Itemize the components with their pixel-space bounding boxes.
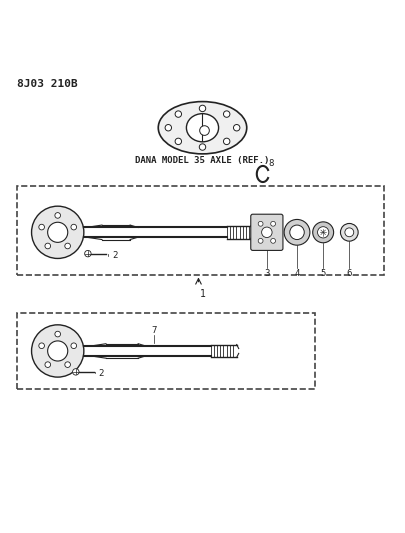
Circle shape xyxy=(345,228,354,237)
Circle shape xyxy=(200,126,209,135)
Text: 6: 6 xyxy=(347,269,352,278)
Text: 8J03 210B: 8J03 210B xyxy=(17,79,78,90)
Circle shape xyxy=(341,223,358,241)
Text: 1: 1 xyxy=(200,289,205,298)
Circle shape xyxy=(55,213,60,218)
Circle shape xyxy=(271,238,275,243)
Circle shape xyxy=(71,224,77,230)
Circle shape xyxy=(65,362,70,367)
FancyBboxPatch shape xyxy=(251,214,283,251)
Circle shape xyxy=(32,325,84,377)
Circle shape xyxy=(45,243,51,249)
Text: 4: 4 xyxy=(294,269,300,278)
Circle shape xyxy=(258,221,263,226)
Circle shape xyxy=(45,362,51,367)
FancyBboxPatch shape xyxy=(17,186,384,274)
Circle shape xyxy=(284,220,310,245)
Text: 2: 2 xyxy=(112,251,117,260)
Circle shape xyxy=(48,222,68,243)
Circle shape xyxy=(258,238,263,243)
Circle shape xyxy=(233,125,240,131)
Text: DANA MODEL 35 AXLE (REF.): DANA MODEL 35 AXLE (REF.) xyxy=(135,156,270,165)
Circle shape xyxy=(175,138,181,144)
Text: 7: 7 xyxy=(151,326,157,335)
Text: 8: 8 xyxy=(269,159,274,168)
Circle shape xyxy=(85,251,91,257)
Ellipse shape xyxy=(158,102,247,154)
Circle shape xyxy=(32,206,84,259)
Circle shape xyxy=(39,343,45,349)
Circle shape xyxy=(65,243,70,249)
Circle shape xyxy=(318,227,329,238)
Text: 2: 2 xyxy=(99,369,104,378)
Circle shape xyxy=(199,105,206,111)
Text: 3: 3 xyxy=(264,269,270,278)
Circle shape xyxy=(55,331,60,337)
Ellipse shape xyxy=(186,114,219,142)
Circle shape xyxy=(224,138,230,144)
Circle shape xyxy=(199,144,206,150)
Circle shape xyxy=(262,227,272,238)
Circle shape xyxy=(224,111,230,117)
FancyBboxPatch shape xyxy=(17,313,315,389)
Circle shape xyxy=(165,125,172,131)
Circle shape xyxy=(71,343,77,349)
Circle shape xyxy=(72,369,79,375)
Circle shape xyxy=(175,111,181,117)
Circle shape xyxy=(39,224,45,230)
Text: 5: 5 xyxy=(320,269,326,278)
Circle shape xyxy=(290,225,304,239)
Circle shape xyxy=(48,341,68,361)
Circle shape xyxy=(313,222,334,243)
Circle shape xyxy=(271,221,275,226)
